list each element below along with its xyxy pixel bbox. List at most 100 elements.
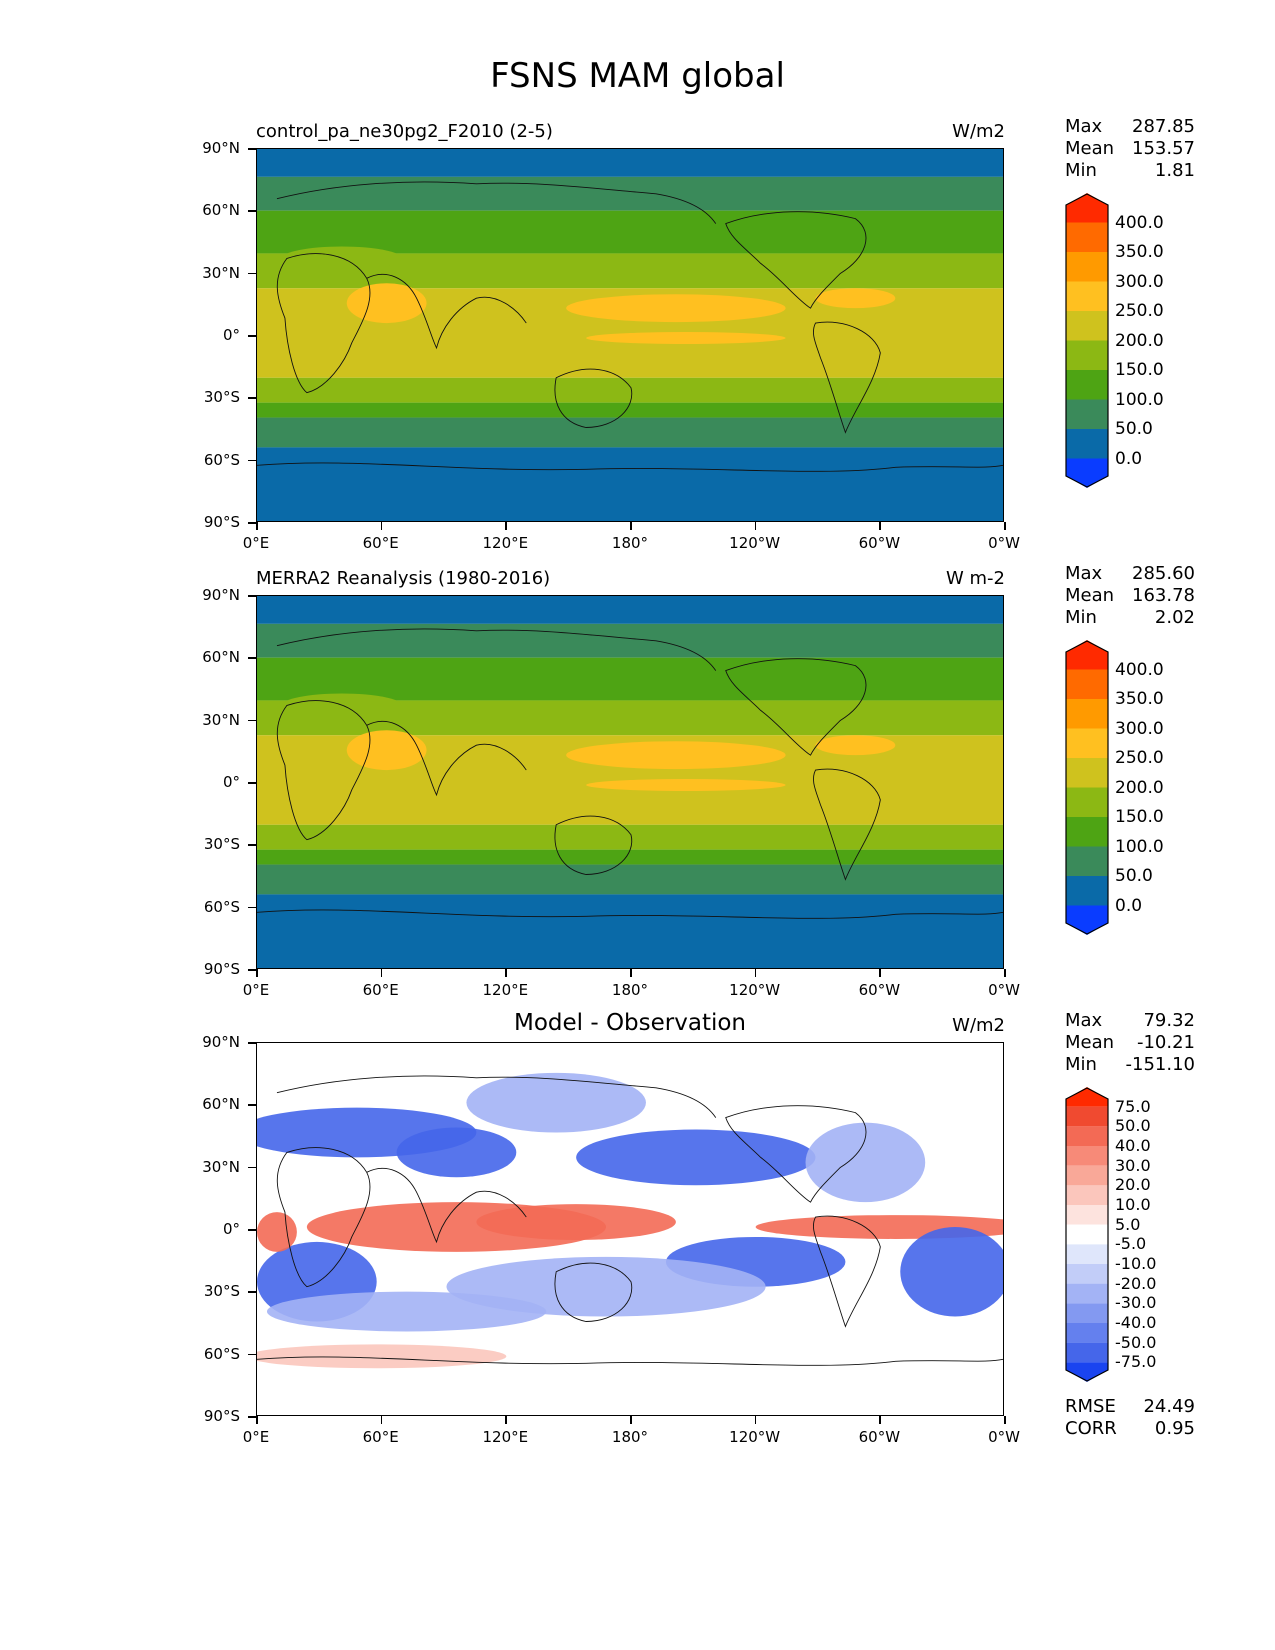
- colorbar-segment: [1066, 787, 1108, 817]
- x-tick-mark: [380, 522, 383, 530]
- x-tick-mark: [1004, 522, 1006, 530]
- y-tick-label: 90°N: [202, 1033, 240, 1051]
- colorbar-label: -10.0: [1115, 1254, 1157, 1273]
- colorbar: [1065, 640, 1109, 935]
- x-tick-label: 0°E: [242, 1428, 270, 1446]
- y-tick-label: 0°: [222, 773, 240, 791]
- y-tick-mark: [248, 522, 256, 524]
- x-tick-label: 120°E: [482, 1428, 529, 1446]
- y-tick-mark: [248, 969, 256, 971]
- colorbar-segment: [1066, 1165, 1108, 1186]
- x-tick-label: 120°W: [729, 534, 781, 552]
- colorbar-segment: [1066, 876, 1108, 906]
- stat-value: 24.49: [1143, 1396, 1195, 1417]
- stat-row: Max 79.32: [1065, 1010, 1195, 1032]
- x-tick-mark: [630, 969, 632, 977]
- colorbar-label: 300.0: [1115, 271, 1164, 292]
- colorbar-label: 10.0: [1115, 1195, 1151, 1214]
- colorbar-label: 250.0: [1115, 301, 1164, 321]
- figure-title: FSNS MAM global: [490, 56, 785, 96]
- colorbar-label: 50.0: [1115, 866, 1153, 886]
- colorbar-label: 5.0: [1115, 1214, 1141, 1234]
- y-tick-label: 90°N: [202, 139, 240, 157]
- panel-units: W/m2: [952, 1015, 1005, 1036]
- x-tick-label: 60°E: [362, 981, 399, 999]
- coastline-outlines: [257, 181, 1003, 472]
- colorbar-segment: [1066, 846, 1108, 876]
- colorbar-label: -40.0: [1115, 1313, 1157, 1332]
- colorbar-label: 0.0: [1115, 448, 1143, 469]
- colorbar-segment: [1066, 429, 1108, 459]
- colorbar-segment: [1066, 1146, 1108, 1166]
- colorbar-segment: [1066, 222, 1108, 252]
- x-tick-mark: [380, 969, 383, 977]
- y-tick-mark: [248, 1353, 256, 1356]
- x-tick-mark: [505, 522, 507, 530]
- x-tick-label: 120°W: [729, 1428, 781, 1446]
- map-panel: [256, 148, 1004, 522]
- y-tick-mark: [248, 782, 256, 784]
- x-tick-mark: [505, 969, 507, 977]
- x-tick-label: 60°W: [858, 1428, 901, 1446]
- colorbar-segment: [1066, 1323, 1108, 1343]
- x-tick-label: 60°E: [362, 534, 399, 552]
- y-tick-label: 90°S: [203, 960, 240, 978]
- y-tick-mark: [248, 1166, 256, 1169]
- colorbar-segment: [1066, 1283, 1108, 1304]
- stat-value: -151.10: [1125, 1054, 1195, 1075]
- stat-value: 285.60: [1132, 563, 1195, 584]
- colorbar-segment: [1066, 1362, 1108, 1382]
- y-tick-label: 30°S: [203, 1282, 240, 1301]
- colorbar-segment: [1066, 905, 1108, 935]
- colorbar-segment: [1066, 1087, 1108, 1107]
- y-tick-mark: [248, 272, 256, 275]
- y-tick-label: 0°: [222, 1220, 240, 1238]
- stat-value: 1.81: [1154, 160, 1195, 181]
- colorbar-segment: [1066, 281, 1108, 311]
- colorbar-segment: [1066, 252, 1108, 282]
- x-tick-mark: [1004, 969, 1006, 977]
- stat-row: CORR 0.95: [1065, 1418, 1195, 1440]
- x-tick-label: 0°E: [242, 534, 270, 552]
- x-tick-mark: [380, 1416, 383, 1424]
- colorbar-segment: [1066, 1126, 1108, 1146]
- colorbar: [1065, 193, 1109, 488]
- stat-label: Min: [1065, 160, 1097, 181]
- colorbar-segment: [1066, 458, 1108, 488]
- colorbar-segment: [1066, 1264, 1108, 1284]
- x-tick-mark: [754, 1416, 757, 1424]
- subtropical-high-region: [566, 741, 786, 770]
- y-tick-mark: [248, 657, 256, 659]
- colorbar-label: 40.0: [1115, 1136, 1151, 1155]
- colorbar-label: 300.0: [1115, 718, 1164, 739]
- colorbar-segment: [1066, 370, 1108, 400]
- y-tick-mark: [248, 1416, 256, 1418]
- colorbar-segment: [1066, 1342, 1108, 1363]
- x-tick-mark: [630, 522, 632, 530]
- y-tick-mark: [248, 719, 256, 722]
- stat-row: Min 2.02: [1065, 607, 1195, 629]
- itcz-high-region: [586, 779, 786, 791]
- colorbar-label: 50.0: [1115, 1116, 1151, 1136]
- panel-units: W m-2: [945, 568, 1005, 589]
- stat-row: Max 285.60: [1065, 563, 1195, 585]
- caribbean-high-region: [815, 288, 896, 309]
- colorbar-label: 150.0: [1115, 807, 1164, 827]
- y-tick-mark: [248, 148, 256, 150]
- arabia-high-region: [346, 730, 427, 771]
- colorbar-label: 400.0: [1115, 212, 1164, 233]
- y-tick-label: 60°N: [202, 648, 240, 667]
- coastline-outlines: [257, 628, 1003, 919]
- stat-row: Mean -10.21: [1065, 1032, 1195, 1054]
- colorbar-label: -30.0: [1115, 1293, 1157, 1313]
- x-tick-mark: [754, 969, 757, 977]
- stat-label: Mean: [1065, 1032, 1115, 1053]
- x-tick-mark: [879, 522, 881, 530]
- colorbar-label: 50.0: [1115, 419, 1153, 439]
- x-tick-label: 0°W: [988, 534, 1020, 552]
- colorbar-segment: [1066, 758, 1108, 788]
- stat-label: Max: [1065, 116, 1103, 137]
- colorbar-segment: [1066, 1106, 1108, 1127]
- arabia-high-region: [346, 283, 427, 324]
- stat-label: RMSE: [1065, 1396, 1116, 1417]
